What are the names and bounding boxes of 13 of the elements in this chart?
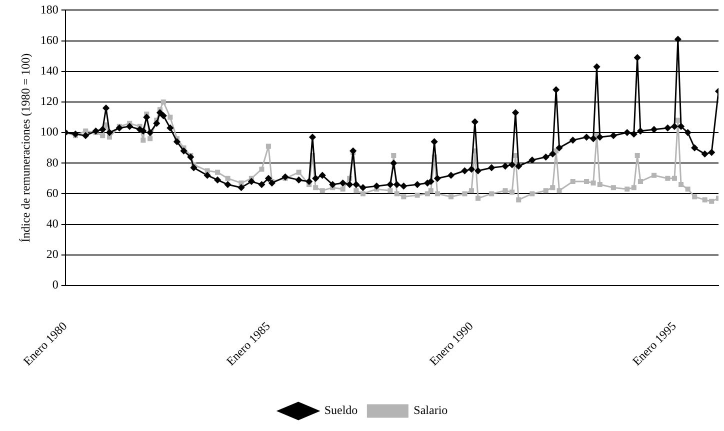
y-tick-label: 20: [46, 247, 58, 262]
y-tick-label: 100: [40, 124, 58, 139]
y-tick-label: 40: [46, 216, 58, 230]
y-tick-label: 160: [40, 32, 58, 47]
y-tick-label: 180: [40, 2, 58, 16]
y-tick-label: 140: [40, 64, 58, 78]
y-tick-label: 60: [46, 186, 58, 200]
y-axis-title: Índice de remuneraciones (1980 = 100): [18, 53, 32, 242]
y-tick-label: 120: [40, 94, 58, 108]
y-tick-label: 0: [52, 278, 58, 292]
legend-label: Sueldo: [324, 403, 358, 418]
legend-label: Salario: [414, 403, 448, 418]
y-tick-label: 80: [46, 155, 58, 170]
